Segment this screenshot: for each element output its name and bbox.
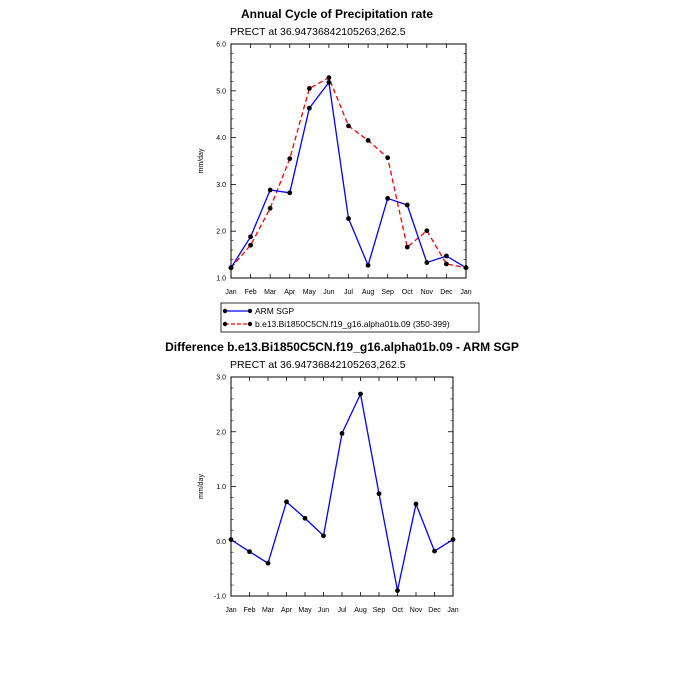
chart2-data-point (302, 515, 308, 521)
chart2-data-point (358, 391, 363, 397)
chart1-data-point (365, 262, 371, 268)
chart2-data-point (376, 491, 382, 497)
chart2-data-point (413, 501, 419, 507)
chart2-data-point (450, 537, 456, 543)
chart1-data-point (444, 261, 449, 267)
chart2-xtick-label: Aug (354, 607, 367, 614)
chart1-xtick-label: Mar (264, 289, 277, 296)
chart1-subtitle: PRECT at 36.94736842105263,262.5 (230, 26, 406, 38)
chart1-data-point (385, 196, 391, 201)
chart1-data-point (365, 138, 371, 143)
chart1-ytick-label: 1.0 (216, 276, 226, 283)
chart1-data-point (287, 156, 293, 162)
legend-arm-label: ARM SGP (255, 306, 295, 316)
chart2-xtick-label: Jan (225, 607, 236, 614)
legend-arm-marker-right (247, 308, 253, 314)
chart1-data-point (267, 205, 273, 211)
chart1-xtick-label: Apr (284, 289, 296, 296)
chart2-xtick-label: Oct (392, 607, 403, 614)
chart1-xtick-label: Aug (362, 289, 375, 296)
chart1-data-point (424, 260, 430, 265)
chart1-data-point (404, 202, 410, 208)
chart2-ytick-label: 2.0 (216, 429, 226, 436)
chart1-data-point (228, 265, 234, 271)
legend-model-label: b.e13.Bi1850C5CN.f19_g16.alpha01b.09 (35… (255, 319, 450, 329)
chart2-series-line (230, 393, 454, 592)
chart2-plot-area: Jan Feb Mar Apr May Jun Jul Aug Sep Oct Nov Dec Jan -… (198, 375, 459, 615)
chart1-data-point (346, 216, 351, 221)
chart1-ytick-label: 5.0 (216, 88, 226, 95)
chart2-subtitle: PRECT at 36.94736842105263,262.5 (230, 359, 406, 371)
chart1-xtick-label: Feb (245, 289, 257, 296)
chart1-xtick-label: May (303, 289, 317, 296)
chart2-data-point (321, 533, 326, 539)
chart2-xtick-label: May (298, 607, 312, 614)
chart1-data-point (463, 265, 469, 271)
legend-arm-marker-left (222, 308, 228, 314)
chart1-ytick-label: 3.0 (216, 182, 226, 189)
chart1-data-point (346, 123, 351, 129)
chart2-ytick-label: 0.0 (216, 539, 226, 546)
chart2-data-point (339, 430, 345, 436)
chart2-ytick-label: 1.0 (216, 484, 226, 491)
chart1-series-line (230, 81, 467, 269)
chart2-xtick-label: Apr (281, 607, 293, 614)
chart2-xtick-label: Feb (243, 607, 255, 614)
chart1-plot-area: Jan Feb Mar Apr May Jun Jul Aug Sep Oct Nov Dec Jan 1… (198, 42, 472, 297)
chart1-data-point (248, 242, 253, 248)
chart1-ylabel: mm/day (198, 148, 205, 173)
chart2-ytick-label: 3.0 (216, 375, 226, 382)
chart2-data-point (284, 499, 289, 505)
chart1-data-point (326, 75, 332, 81)
chart1-data-point (385, 155, 391, 161)
chart2-xtick-label: Jan (447, 607, 458, 614)
chart1-data-point (444, 253, 449, 259)
chart2-xtick-label: Dec (428, 607, 441, 614)
chart2-ytick-label: -1.0 (214, 594, 226, 601)
chart2-data-point (265, 560, 271, 566)
chart1-legend: ARM SGP b.e13.Bi1850C5CN.f19_g16.alpha01… (220, 302, 480, 333)
chart1-data-point (424, 228, 430, 234)
chart1-xtick-label: Jan (460, 289, 471, 296)
chart1-ytick-label: 2.0 (216, 229, 226, 236)
chart1-data-point (306, 105, 312, 111)
chart1-data-point (326, 79, 332, 85)
chart2-xtick-label: Sep (373, 607, 386, 614)
chart1-frame (230, 43, 467, 279)
chart2-title: Difference b.e13.Bi1850C5CN.f19_g16.alph… (165, 340, 519, 354)
chart1-ytick-label: 6.0 (216, 42, 226, 49)
chart1-series-line (230, 77, 467, 269)
chart1-xtick-label: Nov (421, 289, 434, 296)
chart1-xtick-label: Jul (344, 289, 353, 296)
chart1-data-point (248, 234, 253, 240)
chart2-xtick-label: Nov (410, 607, 423, 614)
chart1-title: Annual Cycle of Precipitation rate (241, 7, 433, 21)
chart2-data-point (395, 588, 400, 593)
legend-model-marker-left (222, 321, 228, 327)
chart1-data-point (404, 244, 410, 250)
chart2-data-point (432, 548, 437, 554)
chart1-data-point (306, 86, 312, 91)
chart2-xtick-label: Jul (338, 607, 347, 614)
chart1-ytick-label: 4.0 (216, 135, 226, 142)
chart2-xtick-label: Jun (318, 607, 329, 614)
chart1-xtick-label: Sep (381, 289, 394, 296)
legend-box (220, 302, 480, 333)
legend-model-marker-right (247, 321, 253, 327)
chart1-xtick-label: Jun (323, 289, 334, 296)
chart2-xtick-label: Mar (262, 607, 275, 614)
chart1-data-point (267, 187, 273, 193)
chart2-data-point (247, 549, 252, 555)
chart1-data-point (287, 190, 293, 196)
chart1-xtick-label: Jan (225, 289, 236, 296)
chart2-frame (230, 376, 454, 597)
chart2-data-point (228, 537, 234, 543)
chart1-xtick-label: Oct (402, 289, 413, 296)
chart2-ylabel: mm/day (198, 474, 205, 499)
chart1-xtick-label: Dec (440, 289, 453, 296)
